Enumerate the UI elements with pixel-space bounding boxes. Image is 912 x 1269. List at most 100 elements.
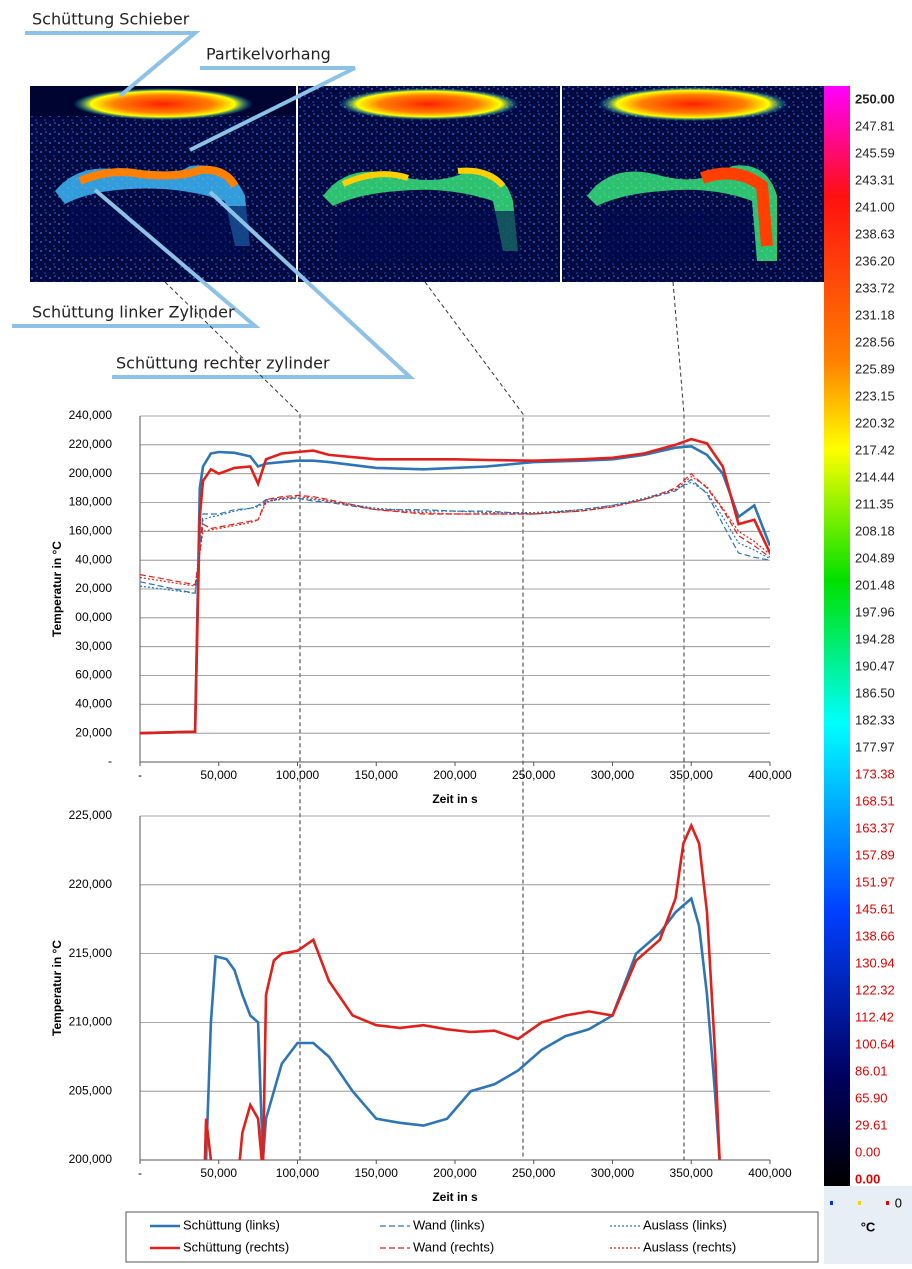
colorbar-label: 211.35 [855,496,894,511]
colorbar-unit: °C [861,1219,876,1234]
colorbar-label: 151.97 [855,874,895,889]
y-tick-label: 40,000 [75,697,112,711]
colorbar-label: 223.15 [855,388,895,403]
y-tick-label: 220,000 [69,877,113,891]
x-axis-title: Zeit in s [432,1190,478,1204]
legend-label: Schüttung (links) [183,1217,280,1232]
colorbar-label: 233.72 [855,280,895,295]
colorbar-label: 0.00 [855,1171,880,1186]
colorbar-label: 194.28 [855,631,895,646]
legend-label: Wand (links) [413,1217,485,1232]
colorbar-label: 86.01 [855,1063,888,1078]
x-tick-label: 300,000 [591,768,635,782]
colorbar-label: 163.37 [855,820,895,835]
legend-label: Auslass (rechts) [643,1239,736,1254]
colorbar-label: 122.32 [855,982,895,997]
colorbar-label: 245.59 [855,145,895,160]
y-axis-title: Temperatur in °C [50,940,64,1036]
y-tick-label: 205,000 [69,1083,113,1097]
colorbar-label: 197.96 [855,604,895,619]
legend: Schüttung (links) Wand (links) Auslass (li… [125,1211,819,1263]
series-line [203,822,721,1160]
callouts [12,31,416,379]
annotation: Schüttung linker Zylinder [32,303,235,322]
colorbar-label: 201.48 [855,577,895,592]
y-tick-label: 200,000 [69,1152,113,1166]
x-tick-label: 400,000 [748,1166,792,1180]
colorbar-label: 100.64 [855,1036,895,1051]
colorbar-label: 228.56 [855,334,895,349]
colorbar-label: 231.18 [855,307,895,322]
y-tick-label: 210,000 [69,1015,113,1029]
colorbar-label: 145.61 [855,901,895,916]
annotation: Schüttung Schieber [32,10,190,29]
colorbar-label: 208.18 [855,523,895,538]
series-line [204,896,721,1160]
x-tick-label: - [138,768,142,782]
colorbar-label: 250.00 [855,91,895,106]
y-tick-label: 00,000 [75,610,112,624]
y-tick-label: 225,000 [69,808,113,822]
colorbar-label: 238.63 [855,226,895,241]
legend-label: Schüttung (rechts) [183,1239,289,1254]
y-tick-label: 240,000 [69,408,113,422]
series-line [140,475,770,587]
colorbar-label: 236.20 [855,253,895,268]
y-tick-label: 40,000 [75,552,112,566]
colorbar-label: 204.89 [855,550,895,565]
y-tick-label: 200,000 [69,466,113,480]
colorbar-label: 182.33 [855,712,895,727]
colorbar [824,86,850,1186]
x-tick-label: 350,000 [670,768,714,782]
colorbar-label: 214.44 [855,469,895,484]
x-tick-label: 200,000 [433,768,477,782]
x-tick-label: 100,000 [276,1166,320,1180]
connector-lines [164,281,685,1160]
x-tick-label: 350,000 [670,1166,714,1180]
colorbar-label: 241.00 [855,199,895,214]
x-tick-label: 400,000 [748,768,792,782]
colorbar-label: 177.97 [855,739,895,754]
x-tick-label: 100,000 [276,768,320,782]
colorbar-label: 173.38 [855,766,895,781]
icon [830,1201,833,1205]
icon [886,1201,889,1205]
y-tick-label: - [108,754,112,768]
y-axis-title: Temperatur in °C [50,541,64,637]
y-tick-label: 215,000 [69,946,113,960]
thermal-images [30,86,824,282]
colorbar-label: 186.50 [855,685,895,700]
x-tick-label: 250,000 [512,768,556,782]
x-tick-label: 250,000 [512,1166,556,1180]
series-line [140,481,770,594]
colorbar-label: 130.94 [855,955,895,970]
legend-label: Wand (rechts) [413,1239,494,1254]
colorbar-label: 190.47 [855,658,895,673]
colorbar-label: 157.89 [855,847,895,862]
y-tick-label: 160,000 [69,524,113,538]
colorbar-label: 112.42 [855,1009,894,1024]
x-tick-label: 50,000 [200,1166,237,1180]
colorbar-label: 247.81 [855,118,895,133]
colorbar-label: 138.66 [855,928,895,943]
x-tick-label: 150,000 [355,1166,399,1180]
colorbar-label: 0.00 [855,1144,880,1159]
colorbar-label: 65.90 [855,1090,888,1105]
annotation: Schüttung rechter zylinder [116,354,330,373]
colorbar-footer-bg [824,1186,912,1264]
y-tick-label: 180,000 [69,495,113,509]
x-tick-label: 150,000 [355,768,399,782]
legend-label: Auslass (links) [643,1217,727,1232]
colorbar-label: 220.32 [855,415,895,430]
series-line [140,478,770,595]
colorbar-label: 168.51 [855,793,895,808]
series-line [140,472,770,586]
x-axis-title: Zeit in s [432,792,478,806]
x-tick-label: 50,000 [200,768,237,782]
colorbar-label: 243.31 [855,172,895,187]
y-tick-label: 20,000 [75,725,112,739]
y-tick-label: 20,000 [75,581,112,595]
colorbar-label: 217.42 [855,442,895,457]
colorbar-footer: 0 [895,1195,902,1210]
colorbar-label: 225.89 [855,361,895,376]
